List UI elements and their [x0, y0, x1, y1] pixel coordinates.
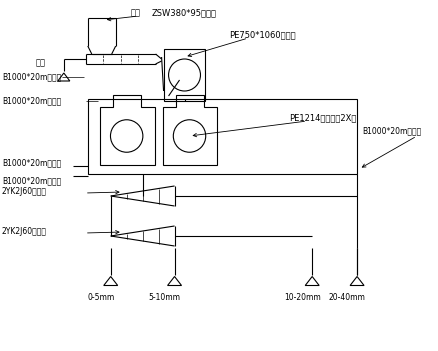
Bar [163, 49, 205, 101]
Text: B1000*20m皮带机: B1000*20m皮带机 [2, 97, 61, 106]
Text: 2YK2J60振动筛: 2YK2J60振动筛 [2, 227, 47, 237]
Text: 20-40mm: 20-40mm [328, 292, 366, 302]
Text: 2YK2J60振动筛: 2YK2J60振动筛 [2, 187, 47, 197]
Text: B1000*20m皮带机: B1000*20m皮带机 [2, 159, 61, 167]
Text: B1000*20m皮带机: B1000*20m皮带机 [2, 177, 61, 185]
Text: PE750*1060鄂破机: PE750*1060鄂破机 [230, 31, 296, 40]
Text: B1000*20m皮带机: B1000*20m皮带机 [362, 126, 421, 135]
Text: 料斗: 料斗 [131, 8, 141, 18]
Text: 10-20mm: 10-20mm [284, 292, 321, 302]
Text: 5-10mm: 5-10mm [148, 292, 180, 302]
Text: B1000*20m皮带机: B1000*20m皮带机 [2, 73, 61, 81]
Text: PE1214反击破（2X）: PE1214反击破（2X） [289, 113, 357, 122]
Text: 废料: 废料 [36, 59, 46, 67]
Bar [88, 99, 357, 174]
Text: ZSW380*95喂料机: ZSW380*95喂料机 [152, 8, 217, 18]
Text: 0-5mm: 0-5mm [87, 292, 114, 302]
